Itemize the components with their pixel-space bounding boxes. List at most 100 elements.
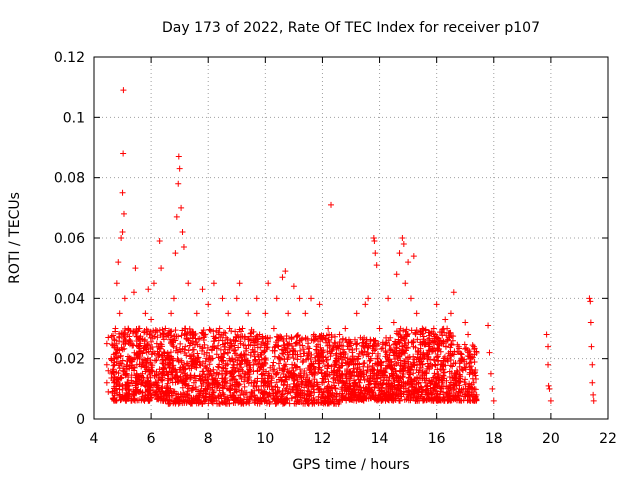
data-point [250, 328, 257, 335]
data-point [196, 361, 203, 368]
data-point [132, 388, 139, 395]
data-point [447, 310, 454, 317]
data-point [471, 345, 478, 352]
data-point [360, 397, 367, 404]
data-point [253, 295, 260, 302]
data-point [258, 371, 265, 378]
data-point [329, 397, 336, 404]
data-point [402, 340, 409, 347]
data-point [227, 370, 234, 377]
data-point [293, 333, 300, 340]
data-point [390, 319, 397, 326]
data-point [394, 392, 401, 399]
data-point [382, 340, 389, 347]
data-point [454, 341, 461, 348]
data-point [293, 363, 300, 370]
data-point [238, 352, 245, 359]
data-point [315, 360, 322, 367]
data-point [292, 389, 299, 396]
data-point [132, 329, 139, 336]
data-point [426, 343, 433, 350]
data-point [400, 327, 407, 334]
data-point [210, 379, 217, 386]
data-point [114, 376, 121, 383]
data-point [331, 362, 338, 369]
data-point [193, 386, 200, 393]
data-point [238, 375, 245, 382]
data-point [265, 393, 272, 400]
data-point [211, 395, 218, 402]
data-point [190, 385, 197, 392]
data-point [167, 359, 174, 366]
data-point [193, 364, 200, 371]
data-point [398, 363, 405, 370]
data-point [197, 377, 204, 384]
data-point [196, 394, 203, 401]
data-point [204, 344, 211, 351]
data-point [290, 283, 297, 290]
data-point [222, 371, 229, 378]
data-point [195, 397, 202, 404]
data-point [306, 377, 313, 384]
data-point [201, 341, 208, 348]
data-point [388, 358, 395, 365]
data-point [272, 396, 279, 403]
data-point [239, 399, 246, 406]
data-point [401, 360, 408, 367]
data-point [154, 348, 161, 355]
data-point [224, 349, 231, 356]
data-point [469, 375, 476, 382]
data-point [357, 370, 364, 377]
data-point [259, 361, 266, 368]
data-point [291, 348, 298, 355]
data-point [316, 301, 323, 308]
data-point [423, 375, 430, 382]
data-point [415, 395, 422, 402]
data-point [365, 364, 372, 371]
data-point [348, 396, 355, 403]
data-point [113, 358, 120, 365]
data-point [379, 345, 386, 352]
data-point [449, 337, 456, 344]
data-point [441, 397, 448, 404]
data-point [388, 393, 395, 400]
data-point [398, 334, 405, 341]
data-point [147, 334, 154, 341]
data-point [154, 384, 161, 391]
data-point [167, 349, 174, 356]
data-point [414, 362, 421, 369]
data-point [309, 383, 316, 390]
data-point [420, 336, 427, 343]
data-point [338, 386, 345, 393]
data-point [308, 369, 315, 376]
data-point [401, 337, 408, 344]
data-point [238, 387, 245, 394]
data-point [221, 398, 228, 405]
data-point [444, 337, 451, 344]
data-point [397, 368, 404, 375]
data-point [124, 391, 131, 398]
data-point [131, 367, 138, 374]
data-point [355, 353, 362, 360]
data-point [142, 382, 149, 389]
data-point [213, 370, 220, 377]
data-point [325, 393, 332, 400]
data-point [255, 387, 262, 394]
data-point [396, 397, 403, 404]
data-point [294, 376, 301, 383]
data-point [396, 352, 403, 359]
data-point [590, 391, 597, 398]
data-point [436, 340, 443, 347]
data-point [350, 382, 357, 389]
data-point [283, 345, 290, 352]
data-point [361, 377, 368, 384]
data-point [160, 396, 167, 403]
data-point [139, 379, 146, 386]
data-point [108, 357, 115, 364]
data-point [399, 374, 406, 381]
data-point [214, 400, 221, 407]
x-tick-label: 18 [485, 431, 503, 447]
data-point [159, 333, 166, 340]
data-point [431, 370, 438, 377]
data-point [371, 238, 378, 245]
